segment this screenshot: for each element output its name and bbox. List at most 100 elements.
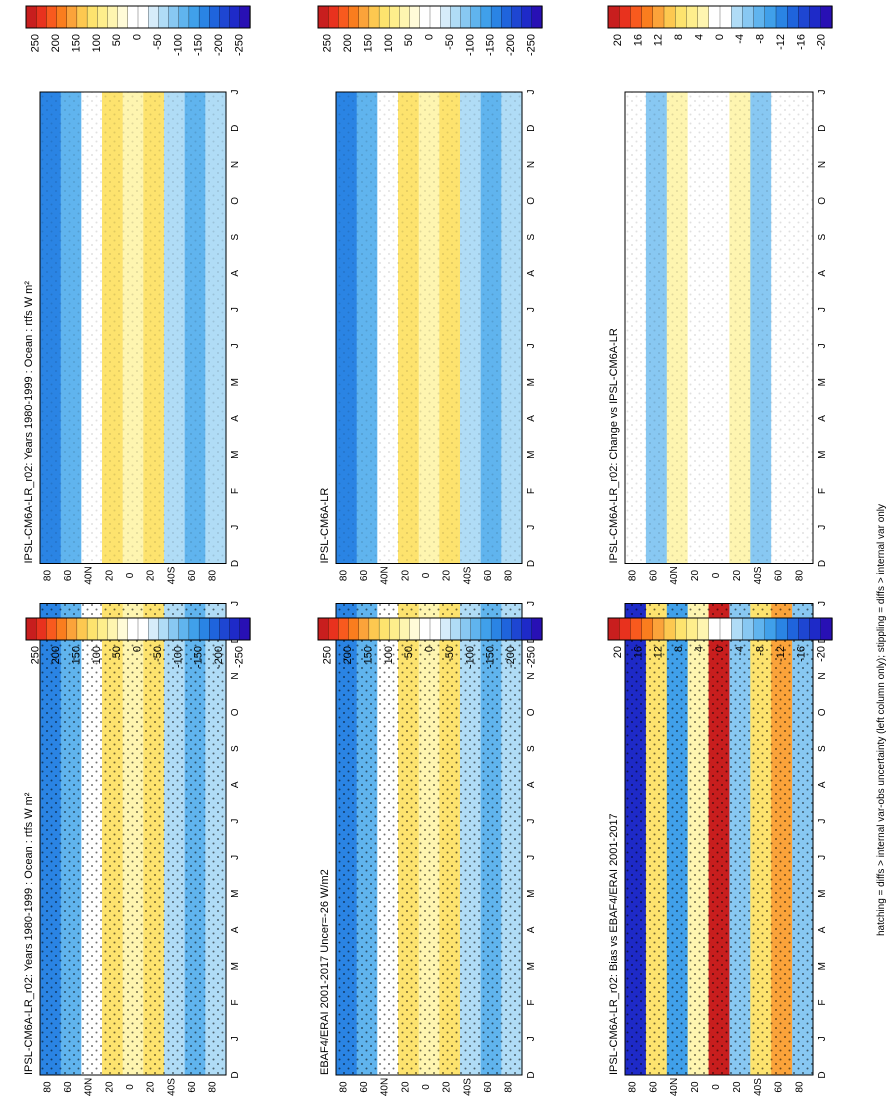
colorbar-label-slot3-low-5: 0	[714, 34, 726, 40]
colorbar-swatch-slot3-low-7	[686, 5, 699, 29]
colorbar-swatch-slot1-low-19	[219, 5, 231, 29]
colorbar-label-slot1-high-0: 250	[30, 646, 42, 664]
time-tick-change-right-8: A	[817, 270, 828, 277]
colorbar-swatch-slot3-low-12	[742, 5, 755, 29]
colorbar-label-slot3-high-9: -16	[795, 646, 807, 662]
time-tick-change-right-0: D	[817, 560, 828, 567]
colorbar-swatch-slot3-low-18	[809, 5, 822, 29]
colorbar-swatch-slot2-low-16	[480, 5, 492, 29]
lat-tick-obs-left-0: 80	[338, 1081, 349, 1093]
time-tick-bias-left-10: O	[817, 708, 828, 716]
lat-tick-model-right-2-8: 80	[504, 570, 515, 582]
time-tick-model-right-11: N	[230, 161, 241, 168]
colorbar-label-slot1-high-6: -50	[152, 646, 164, 662]
title-model-right-2: IPSL-CM6A-LR	[319, 488, 331, 564]
colorbar-swatch-slot3-high-2	[630, 617, 643, 641]
time-tick-change-right-11: N	[817, 161, 828, 168]
colorbar-label-slot2-high-10: -250	[525, 646, 537, 668]
colorbar-label-slot2-high-5: 0	[424, 646, 436, 652]
time-tick-model-left-2: F	[230, 999, 241, 1005]
lat-tick-change-right-6: 40S	[753, 566, 764, 584]
colorbar-swatch-slot2-low-5	[368, 5, 380, 29]
panels-layer: 806040N2002040S6080DJFMAMJJASONDJIPSL-CM…	[23, 90, 828, 1097]
colorbar-swatch-slot1-high-14	[168, 617, 180, 641]
time-tick-change-right-3: M	[817, 451, 828, 459]
time-tick-model-right-12: D	[230, 125, 241, 132]
lat-tick-model-right-2: 40N	[84, 566, 95, 584]
colorbar-label-slot1-low-2: 150	[71, 34, 83, 52]
colorbar-frame-slot2-high	[317, 617, 543, 641]
colorbar-label-slot1-low-5: 0	[132, 34, 144, 40]
colorbar-swatch-slot2-high-2	[338, 617, 350, 641]
panel-obs-left: 806040N2002040S6080DJFMAMJJASONDJEBAF4/E…	[319, 601, 537, 1096]
time-tick-obs-left-6: J	[526, 855, 537, 860]
colorbar-swatch-slot1-high-15	[178, 617, 190, 641]
colorbar-swatch-slot2-low-21	[531, 5, 543, 29]
colorbar-swatch-slot3-high-14	[764, 617, 777, 641]
colorbar-swatch-slot3-high-9	[708, 617, 721, 641]
colorbar-swatch-slot1-low-20	[229, 5, 241, 29]
colorbar-swatch-slot3-high-18	[809, 617, 822, 641]
colorbar-swatch-slot2-high-21	[531, 617, 543, 641]
time-tick-model-left-9: S	[230, 745, 241, 752]
colorbar-swatch-slot3-low-16	[787, 5, 800, 29]
colorbar-swatch-slot1-high-13	[158, 617, 170, 641]
colorbar-swatch-slot2-low-1	[328, 5, 340, 29]
colorbar-label-slot2-low-3: 100	[383, 34, 395, 52]
colorbar-label-slot2-low-8: -150	[485, 34, 497, 56]
colorbar-label-slot3-high-0: 20	[612, 646, 624, 658]
colorbar-swatch-slot2-high-5	[368, 617, 380, 641]
time-tick-change-right-13: J	[817, 90, 828, 95]
colorbar-swatch-slot1-low-18	[209, 5, 221, 29]
lat-tick-bias-left-7: 60	[774, 1081, 785, 1093]
time-tick-model-right-6: J	[230, 343, 241, 348]
time-tick-obs-left-13: J	[526, 601, 537, 606]
colorbar-swatch-slot3-low-8	[697, 5, 710, 29]
time-tick-bias-left-0: D	[817, 1071, 828, 1078]
lat-tick-change-right-0: 80	[627, 570, 638, 582]
colorbar-label-slot1-high-2: 150	[71, 646, 83, 664]
colorbar-label-slot3-high-7: -8	[755, 646, 767, 656]
colorbar-swatch-slot3-high-1	[619, 617, 632, 641]
colorbar-label-slot2-low-1: 200	[342, 34, 354, 52]
frame-model-right-2	[335, 91, 523, 564]
colorbar-swatch-slot3-low-15	[775, 5, 788, 29]
colorbar-swatch-slot1-low-11	[137, 5, 149, 29]
colorbar-label-slot3-high-5: 0	[714, 646, 726, 652]
colorbar-swatch-slot1-low-0	[25, 5, 37, 29]
time-tick-obs-left-7: J	[526, 819, 537, 824]
lat-tick-model-left-4: 0	[125, 1084, 136, 1090]
time-tick-model-left-7: J	[230, 819, 241, 824]
colorbar-swatch-slot1-high-3	[56, 617, 68, 641]
time-tick-bias-left-7: J	[817, 819, 828, 824]
colorbar-swatch-slot3-high-16	[787, 617, 800, 641]
lat-tick-model-left-7: 60	[187, 1081, 198, 1093]
colorbar-label-slot1-high-3: 100	[91, 646, 103, 664]
colorbar-swatch-slot1-low-14	[168, 5, 180, 29]
lat-tick-model-right-1: 60	[63, 570, 74, 582]
colorbar-swatch-slot1-high-4	[66, 617, 78, 641]
colorbar-swatch-slot1-low-16	[188, 5, 200, 29]
colorbar-swatch-slot1-low-7	[97, 5, 109, 29]
colorbar-label-slot1-high-8: -150	[193, 646, 205, 668]
time-tick-model-right-2-12: D	[526, 125, 537, 132]
colorbar-swatch-slot2-low-19	[511, 5, 523, 29]
time-tick-bias-left-13: J	[817, 601, 828, 606]
colorbar-swatch-slot2-high-7	[389, 617, 401, 641]
lat-tick-bias-left-0: 80	[627, 1081, 638, 1093]
colorbar-swatch-slot1-high-6	[86, 617, 98, 641]
lat-tick-obs-left-2: 40N	[380, 1078, 391, 1096]
colorbar-label-slot3-high-2: 12	[653, 646, 665, 658]
lat-tick-model-right-2-0: 80	[338, 570, 349, 582]
colorbar-label-slot1-low-1: 200	[50, 34, 62, 52]
lat-tick-model-right-2-3: 20	[400, 570, 411, 582]
colorbar-slot3-low: 20 16 12 8 4 0 -4 -8 -12 -16 -20	[607, 5, 833, 50]
stipple-obs-left	[336, 603, 522, 1075]
colorbar-swatch-slot3-high-5	[663, 617, 676, 641]
panel-change-right: 80 60 40N 20 0 20 40S 60 80 D J F M A M J J A S O N D J IPSL-CM…	[608, 90, 828, 585]
time-tick-model-right-5: M	[230, 378, 241, 386]
colorbar-swatch-slot1-low-10	[127, 5, 139, 29]
stipple-change-right	[625, 92, 813, 564]
colorbar-frame-slot2-low	[317, 5, 543, 29]
colorbar-slot3-high: 20 16 12 8 4 0 -4 -8 -12 -16 -20	[607, 617, 833, 662]
